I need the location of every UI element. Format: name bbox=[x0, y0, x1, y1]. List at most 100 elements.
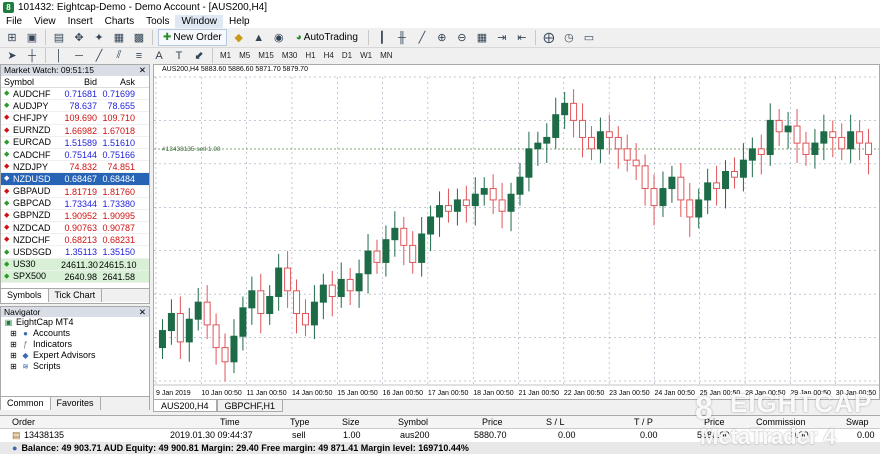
menu-window[interactable]: Window bbox=[175, 15, 224, 28]
horizontal-line-icon[interactable]: ─ bbox=[75, 49, 83, 62]
data-window-icon[interactable]: ✥ bbox=[74, 32, 84, 44]
market-watch-row[interactable]: ◆ AUDJPY 78.637 78.655 bbox=[1, 100, 149, 113]
chart-window[interactable]: AUS200,H4 5883.60 5886.60 5871.70 5879.7… bbox=[153, 64, 880, 400]
timeframe-m1[interactable]: M1 bbox=[220, 51, 232, 60]
market-watch-row[interactable]: ◆ SPX500 2640.98 2641.58 bbox=[1, 270, 149, 283]
market-watch-row[interactable]: ◆ US30 24611.30 24615.10 bbox=[1, 258, 149, 271]
expand-icon[interactable]: ⊞ bbox=[10, 351, 17, 360]
menu-tools[interactable]: Tools bbox=[146, 16, 170, 27]
timeframe-m30[interactable]: M30 bbox=[281, 51, 298, 60]
nav-item-scripts[interactable]: ⊞ ≋ Scripts bbox=[10, 361, 61, 371]
metaeditor-icon[interactable]: ◆ bbox=[234, 32, 243, 44]
market-watch-row[interactable]: ◆ GBPAUD 1.81719 1.81760 bbox=[1, 186, 149, 198]
market-watch-row[interactable]: ◆ NZDUSD 0.68467 0.68484 bbox=[1, 173, 149, 186]
periods-icon[interactable]: ◷ bbox=[564, 32, 574, 44]
autotrading-button[interactable]: ◕ AutoTrading bbox=[295, 32, 358, 43]
menu-help[interactable]: Help bbox=[229, 16, 250, 27]
col-ask[interactable]: Ask bbox=[119, 77, 135, 87]
col-size[interactable]: Size bbox=[342, 417, 360, 427]
nav-item-accounts[interactable]: ⊞ ● Accounts bbox=[10, 328, 71, 338]
market-watch-row[interactable]: ◆ NZDCHF 0.68213 0.68231 bbox=[1, 234, 149, 247]
terminal-icon[interactable]: ▦ bbox=[113, 32, 125, 44]
menu-file[interactable]: File bbox=[6, 16, 23, 27]
col-sl[interactable]: S / L bbox=[546, 417, 565, 427]
strategy-tester-icon[interactable]: ▩ bbox=[133, 32, 145, 44]
market-watch-row[interactable]: ◆ AUDCHF 0.71681 0.71699 bbox=[1, 88, 149, 101]
col-symbol[interactable]: Symbol bbox=[4, 77, 35, 87]
timeframe-m5[interactable]: M5 bbox=[239, 51, 251, 60]
bar-chart-icon[interactable]: ┃ bbox=[378, 32, 386, 44]
col-commission[interactable]: Commission bbox=[756, 417, 806, 427]
expand-icon[interactable]: ⊞ bbox=[10, 340, 17, 349]
market-icon[interactable]: ◉ bbox=[273, 32, 284, 44]
text-icon[interactable]: A bbox=[155, 49, 163, 62]
nav-root[interactable]: ▣ EightCap MT4 bbox=[4, 317, 74, 327]
timeframe-mn[interactable]: MN bbox=[380, 51, 393, 60]
new-chart-icon[interactable]: ⊞ bbox=[7, 32, 17, 44]
col-price[interactable]: Price bbox=[482, 417, 503, 427]
tab-symbols[interactable]: Symbols bbox=[1, 289, 49, 302]
market-watch-icon[interactable]: ▤ bbox=[53, 32, 65, 44]
templates-icon[interactable]: ▭ bbox=[583, 32, 595, 44]
col-type[interactable]: Type bbox=[290, 417, 310, 427]
market-watch-row[interactable]: ◆ CADCHF 0.75144 0.75166 bbox=[1, 149, 149, 162]
crosshair-icon[interactable]: ┼ bbox=[28, 49, 36, 62]
market-watch-row[interactable]: ◆ EURCAD 1.51589 1.51610 bbox=[1, 137, 149, 149]
indicators-icon[interactable]: ⨁ bbox=[543, 32, 555, 44]
timeframe-d1[interactable]: D1 bbox=[341, 51, 353, 60]
line-chart-icon[interactable]: ╱ bbox=[418, 32, 426, 44]
arrows-icon[interactable]: ⬋ bbox=[194, 50, 204, 62]
symbol-arrow-icon: ◆ bbox=[4, 187, 10, 195]
navigator-icon[interactable]: ✦ bbox=[94, 32, 104, 44]
tab-tick-chart[interactable]: Tick Chart bbox=[49, 289, 103, 302]
tab-gbpchf-h1[interactable]: GBPCHF,H1 bbox=[216, 400, 284, 412]
price-chart[interactable]: AUS200,H4 5883.60 5886.60 5871.70 5879.7… bbox=[154, 65, 879, 399]
tile-windows-icon[interactable]: ▦ bbox=[476, 32, 488, 44]
nav-item-indicators[interactable]: ⊞ ƒ Indicators bbox=[10, 339, 73, 349]
zoom-in-icon[interactable]: ⊕ bbox=[437, 32, 447, 44]
zoom-out-icon[interactable]: ⊖ bbox=[457, 32, 467, 44]
col-tp[interactable]: T / P bbox=[634, 417, 653, 427]
lock-icon[interactable]: ▲ bbox=[253, 31, 265, 44]
timeframe-h1[interactable]: H1 bbox=[305, 51, 316, 60]
menu-charts[interactable]: Charts bbox=[104, 16, 135, 27]
market-watch-row[interactable]: ◆ GBPCAD 1.73344 1.73380 bbox=[1, 198, 149, 210]
trendline-icon[interactable]: ╱ bbox=[95, 50, 103, 62]
col-order[interactable]: Order bbox=[12, 417, 36, 427]
col-symbol[interactable]: Symbol bbox=[398, 417, 429, 427]
expand-icon[interactable]: ⊞ bbox=[10, 329, 17, 338]
menu-insert[interactable]: Insert bbox=[67, 16, 93, 27]
menu-view[interactable]: View bbox=[34, 16, 56, 27]
market-watch-row[interactable]: ◆ EURNZD 1.66982 1.67018 bbox=[1, 125, 149, 137]
market-watch-row[interactable]: ◆ NZDCAD 0.90763 0.90787 bbox=[1, 222, 149, 235]
col-swap[interactable]: Swap bbox=[846, 417, 869, 427]
market-watch-row[interactable]: ◆ USDSGD 1.35113 1.35150 bbox=[1, 246, 149, 259]
new-order-button[interactable]: ✚ New Order bbox=[158, 29, 227, 46]
vertical-line-icon[interactable]: │ bbox=[55, 49, 63, 62]
cursor-icon[interactable]: ➤ bbox=[7, 50, 17, 62]
market-watch-row[interactable]: ◆ NZDJPY 74.832 74.851 bbox=[1, 161, 149, 174]
nav-item-expert-advisors[interactable]: ⊞ ◆ Expert Advisors bbox=[10, 350, 96, 360]
timeframe-m15[interactable]: M15 bbox=[258, 51, 274, 60]
expand-icon[interactable]: ⊞ bbox=[10, 362, 17, 371]
candlestick-icon[interactable]: ╫ bbox=[398, 31, 406, 44]
col-time[interactable]: Time bbox=[220, 417, 240, 427]
table-row[interactable]: ▤ 13438135 2019.01.30 09:44:37 sell 1.00… bbox=[0, 429, 880, 442]
close-icon[interactable]: ✕ bbox=[138, 307, 146, 317]
label-icon[interactable]: T bbox=[175, 49, 183, 62]
col-bid[interactable]: Bid bbox=[83, 77, 97, 87]
chart-shift-icon[interactable]: ⇤ bbox=[517, 32, 527, 44]
profiles-icon[interactable]: ▣ bbox=[26, 32, 38, 44]
close-icon[interactable]: ✕ bbox=[138, 65, 146, 75]
equidistant-channel-icon[interactable]: ⫽ bbox=[116, 49, 122, 61]
tab-favorites[interactable]: Favorites bbox=[51, 397, 101, 410]
timeframe-w1[interactable]: W1 bbox=[360, 51, 373, 60]
timeframe-h4[interactable]: H4 bbox=[323, 51, 334, 60]
col-current-price[interactable]: Price bbox=[704, 417, 725, 427]
market-watch-row[interactable]: ◆ GBPNZD 1.90952 1.90995 bbox=[1, 210, 149, 223]
tab-aus200-h4[interactable]: AUS200,H4 bbox=[153, 400, 217, 412]
market-watch-row[interactable]: ◆ CHFJPY 109.690 109.710 bbox=[1, 112, 149, 125]
tab-common[interactable]: Common bbox=[1, 397, 51, 410]
fibonacci-icon[interactable]: ≡ bbox=[135, 49, 143, 62]
autoscroll-icon[interactable]: ⇥ bbox=[497, 32, 507, 44]
